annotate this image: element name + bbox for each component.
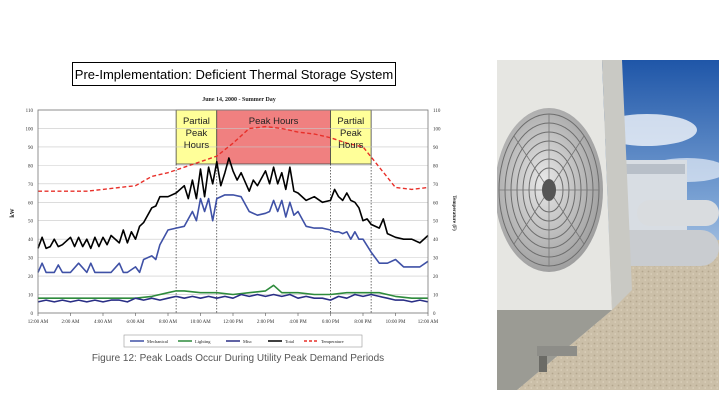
y2-tick-label: 0 (433, 312, 436, 317)
region-label-1: Peak Hours (249, 116, 299, 127)
axes: 0 0 10 10 20 20 30 30 40 40 50 50 60 60 70 70 80 80 90 90 10… (26, 109, 442, 325)
legend-label: Misc (243, 339, 252, 344)
legend-box (123, 334, 363, 348)
legend-label: Temperature (321, 339, 344, 344)
y2-tick-label: 50 (433, 220, 439, 225)
y2-tick-label: 10 (433, 294, 439, 299)
region-label-line: Peak (186, 128, 208, 139)
x-tick-label: 8:00 AM (159, 320, 177, 325)
y-tick-label: 50 (28, 220, 34, 225)
x-tick-label: 4:00 PM (289, 320, 307, 325)
legend-label: Mechanical (147, 339, 169, 344)
region-dividers (175, 164, 372, 313)
y-tick-label: 70 (28, 183, 34, 188)
x-tick-label: 12:00 AM (418, 320, 439, 325)
series-lines (37, 125, 429, 303)
y-tick-label: 80 (28, 164, 34, 169)
series-line-misc (37, 293, 429, 303)
y2-tick-label: 110 (433, 109, 441, 114)
legend-label: Lighting (195, 339, 211, 344)
region-label-line: Partial (183, 116, 210, 127)
series-line-total (37, 157, 429, 250)
x-tick-label: 4:00 AM (94, 320, 112, 325)
y-axis-label: kW (10, 208, 16, 217)
x-tick-label: 10:00 AM (190, 320, 211, 325)
peak-regions (175, 109, 372, 165)
x-tick-label: 8:00 PM (354, 320, 372, 325)
series-line-mechanical (37, 194, 429, 274)
figure-caption: Figure 12: Peak Loads Occur During Utili… (91, 353, 385, 364)
y-tick-label: 0 (31, 312, 34, 317)
peak-region-0 (175, 109, 218, 165)
slide-title: Pre-Implementation: Deficient Thermal St… (72, 62, 396, 86)
region-label-line: Partial (337, 116, 364, 127)
region-label-line: Peak (340, 128, 362, 139)
region-label-line: Hours (184, 140, 210, 151)
y-tick-label: 90 (28, 146, 34, 151)
chart-title: June 14, 2000 - Summer Day (202, 97, 276, 103)
y2-tick-label: 60 (433, 201, 439, 206)
y-tick-label: 10 (28, 294, 34, 299)
region-label-line: Hours (338, 140, 364, 151)
y2-tick-label: 90 (433, 146, 439, 151)
x-tick-label: 12:00 AM (28, 320, 49, 325)
series-line-temperature (38, 125, 429, 192)
y2-axis-label: Temperature (F) (451, 195, 456, 231)
x-tick-label: 2:00 AM (62, 320, 80, 325)
legend: Mechanical Lighting Misc Total Temperature (123, 334, 363, 348)
region-label-0: Partial Peak Hours (183, 116, 210, 151)
y2-tick-label: 70 (433, 183, 439, 188)
y-tick-label: 20 (28, 275, 34, 280)
y2-tick-label: 20 (433, 275, 439, 280)
legend-label: Total (285, 339, 295, 344)
x-tick-label: 2:00 PM (257, 320, 275, 325)
y2-tick-label: 100 (433, 127, 441, 132)
peak-region-2 (330, 109, 372, 165)
x-tick-label: 12:00 PM (223, 320, 243, 325)
y2-tick-label: 80 (433, 164, 439, 169)
y-tick-label: 100 (26, 127, 34, 132)
x-tick-label: 10:00 PM (386, 320, 406, 325)
y-tick-label: 60 (28, 201, 34, 206)
air-conditioner-condenser-fan-icon (497, 60, 719, 390)
series-line-lighting (38, 284, 428, 300)
y-tick-label: 110 (26, 109, 34, 114)
region-label-line: Peak Hours (249, 116, 299, 127)
x-tick-label: 6:00 PM (322, 320, 340, 325)
x-tick-label: 6:00 AM (127, 320, 145, 325)
region-label-2: Partial Peak Hours (337, 116, 364, 151)
y2-tick-label: 30 (433, 257, 439, 262)
y2-tick-label: 40 (433, 238, 439, 243)
y-tick-label: 30 (28, 257, 34, 262)
y-tick-label: 40 (28, 238, 34, 243)
